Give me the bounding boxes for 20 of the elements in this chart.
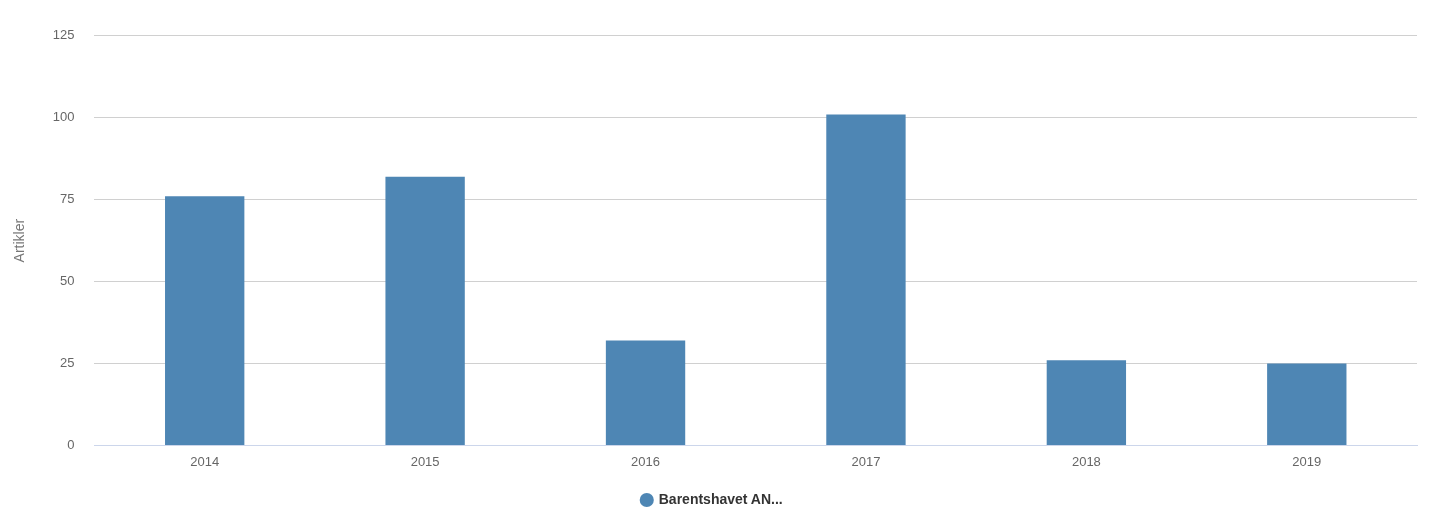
x-tick-label: 2019: [1292, 453, 1322, 469]
y-tick-label: 50: [60, 273, 75, 289]
bar: [165, 196, 245, 445]
y-tick-label: 25: [60, 355, 75, 371]
y-axis-title: Artikler: [11, 218, 28, 263]
y-tick-label: 75: [60, 191, 75, 207]
y-tick-label: 100: [52, 109, 75, 125]
bar: [1267, 363, 1347, 445]
x-tick-label: 2015: [410, 453, 440, 469]
x-tick-label: 2014: [190, 453, 220, 469]
legend-label: Barentshavet AN...: [658, 490, 783, 507]
bar: [605, 340, 686, 445]
x-tick-label: 2017: [851, 453, 881, 469]
y-tick-label: 0: [67, 436, 75, 452]
x-tick-label: 2016: [631, 453, 660, 469]
y-tick-label: 125: [52, 27, 75, 43]
bar: [826, 114, 906, 445]
bar: [385, 176, 465, 445]
bar: [1046, 360, 1127, 445]
x-tick-label: 2018: [1071, 453, 1101, 469]
